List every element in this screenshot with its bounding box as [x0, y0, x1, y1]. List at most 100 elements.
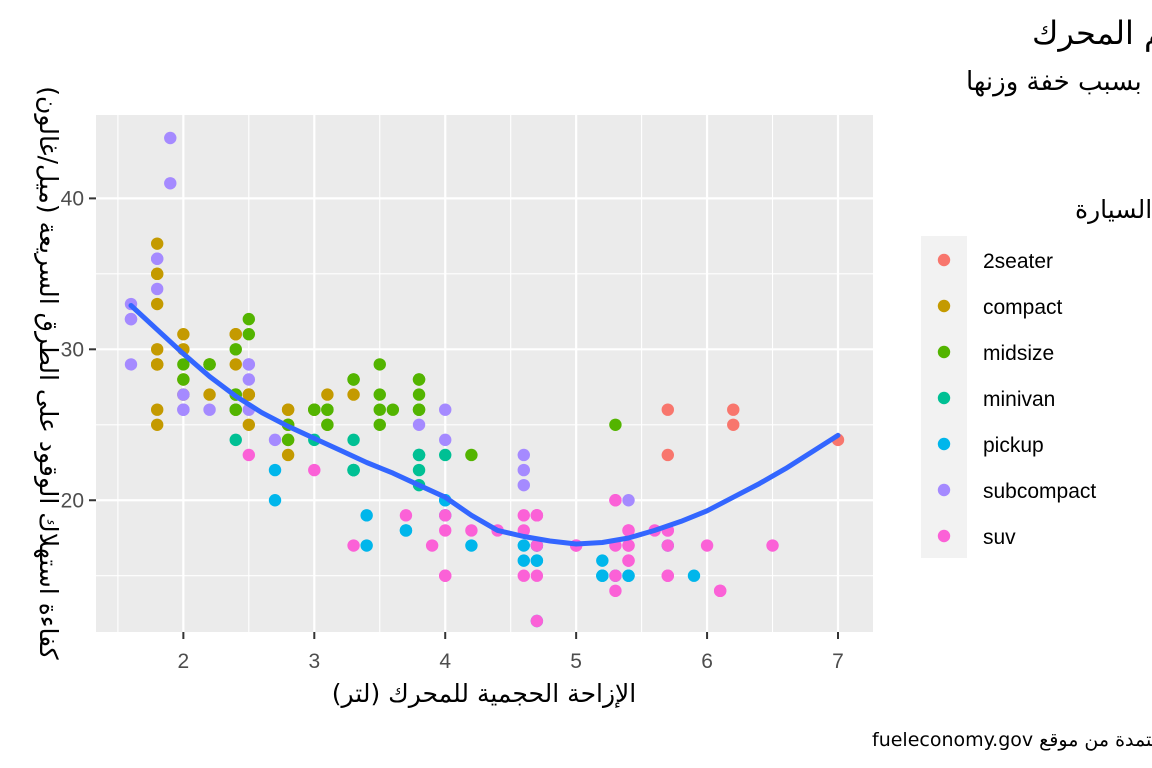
legend-key-2seater [937, 253, 951, 267]
data-point-subcompact [150, 282, 164, 296]
data-point-2seater [727, 418, 740, 431]
data-point-subcompact [439, 433, 452, 447]
data-point-subcompact [622, 494, 635, 507]
data-point-suv [622, 539, 635, 552]
data-point-suv [530, 569, 544, 582]
data-point-subcompact [164, 131, 177, 145]
data-point-suv [347, 539, 360, 552]
data-point-suv [308, 463, 321, 477]
legend-label-suv: suv [983, 526, 1016, 549]
data-point-suv [661, 569, 674, 582]
data-point-subcompact [124, 312, 138, 326]
data-point-minivan [229, 433, 242, 447]
data-point-compact [242, 388, 256, 401]
data-point-compact [281, 403, 295, 416]
data-point-subcompact [439, 403, 452, 416]
data-point-suv [609, 584, 622, 598]
data-point-subcompact [177, 403, 190, 416]
data-point-compact [281, 448, 295, 462]
data-point-midsize [373, 358, 386, 371]
x-tick-label: 2 [178, 650, 190, 673]
data-point-compact [321, 388, 334, 401]
data-point-minivan [347, 463, 360, 477]
data-point-minivan [412, 463, 426, 477]
data-point-pickup [465, 539, 478, 552]
data-point-pickup [360, 509, 373, 522]
data-point-subcompact [412, 418, 426, 431]
data-point-subcompact [517, 478, 530, 492]
data-point-midsize [308, 403, 321, 416]
data-point-subcompact [164, 177, 177, 190]
data-point-suv [465, 524, 478, 537]
data-point-compact [150, 297, 164, 311]
data-point-midsize [229, 403, 242, 416]
data-point-suv [661, 539, 674, 552]
data-point-compact [150, 237, 164, 250]
data-point-midsize [412, 403, 426, 416]
data-point-midsize [177, 373, 190, 386]
data-point-midsize [386, 403, 400, 416]
data-point-compact [150, 418, 164, 431]
x-tick-label: 3 [308, 650, 320, 673]
data-point-pickup [268, 463, 282, 477]
data-point-suv [517, 509, 530, 522]
data-point-subcompact [242, 358, 256, 371]
data-point-subcompact [150, 252, 164, 265]
legend: 2seater compact midsize minivan pickup subcom… [937, 250, 1096, 549]
smooth-trend-line [128, 303, 841, 547]
legend-key-pickup [937, 437, 951, 451]
data-point-minivan [347, 433, 360, 447]
data-point-compact [229, 328, 242, 341]
data-point-midsize [373, 403, 386, 416]
data-point-suv [399, 509, 413, 522]
x-tick-label: 7 [832, 650, 844, 673]
data-point-midsize [229, 343, 242, 356]
data-point-midsize [203, 358, 216, 371]
data-point-suv [622, 524, 635, 537]
data-point-compact [177, 328, 190, 341]
data-point-compact [242, 418, 256, 431]
data-point-suv [609, 494, 622, 507]
data-point-2seater [661, 448, 674, 462]
data-point-midsize [242, 312, 256, 326]
chart-subtitle: السيارات ذات المقعدين (الرياضية) تشكل اس… [966, 67, 1152, 97]
grid-minor [96, 115, 873, 632]
data-point-midsize [281, 433, 295, 447]
data-point-suv [609, 569, 622, 582]
legend-key-midsize [937, 345, 951, 359]
legend-label-midsize: midsize [983, 342, 1054, 365]
data-point-suv [242, 448, 256, 462]
legend-label-2seater: 2seater [983, 250, 1053, 273]
data-point-suv [425, 539, 439, 552]
data-point-midsize [242, 328, 256, 341]
y-tick-label: 30 [61, 338, 84, 361]
data-point-2seater [727, 403, 740, 416]
data-point-midsize [347, 373, 360, 386]
x-tick-label: 4 [439, 650, 451, 673]
data-point-suv [713, 584, 727, 598]
data-point-pickup [530, 554, 544, 567]
chart-title: كفاءة استهلاك الوقود تنخفض عموماً مع زيا… [1032, 10, 1152, 52]
data-point-suv [530, 509, 544, 522]
data-point-subcompact [517, 463, 530, 477]
data-point-midsize [609, 418, 622, 431]
y-tick-label: 20 [61, 489, 84, 512]
points-layer [124, 131, 845, 628]
data-point-suv [700, 539, 714, 552]
legend-label-pickup: pickup [983, 434, 1044, 457]
data-point-midsize [321, 418, 334, 431]
data-point-compact [229, 358, 242, 371]
data-point-midsize [412, 388, 426, 401]
data-point-suv [622, 554, 635, 567]
data-point-midsize [373, 388, 386, 401]
data-point-subcompact [177, 388, 190, 401]
legend-key-subcompact [937, 483, 951, 497]
data-point-suv [439, 524, 452, 537]
data-point-compact [203, 388, 216, 401]
x-tick-label: 6 [701, 650, 713, 673]
legend-key-compact [937, 299, 951, 313]
chart-caption: البيانات مستمدة من موقع fueleconomy.gov [872, 729, 1152, 751]
data-point-pickup [399, 524, 413, 537]
data-point-pickup [596, 569, 609, 582]
